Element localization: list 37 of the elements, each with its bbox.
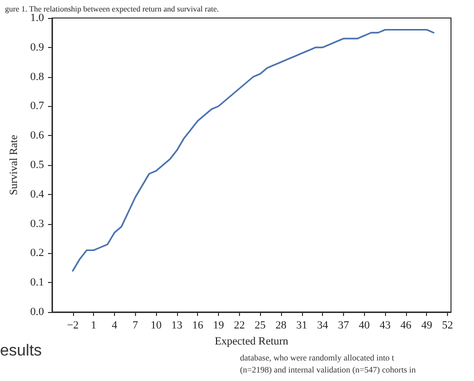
x-tick-label: 49 [421, 320, 433, 332]
x-axis-title: Expected Return [214, 335, 289, 348]
y-tick-label: 1.0 [30, 12, 44, 24]
text: esults [0, 342, 42, 360]
x-tick-label: 31 [296, 320, 308, 332]
x-tick-label: 10 [150, 320, 162, 332]
x-tick-label: 4 [112, 320, 118, 332]
x-tick-label: 46 [400, 320, 412, 332]
x-tick-label: 34 [317, 320, 329, 332]
x-tick-label: 25 [254, 320, 266, 332]
text: database, who were randomly allocated into t [240, 352, 395, 362]
y-axis-title: Survival Rate [8, 134, 20, 196]
y-tick-label: 0.6 [30, 130, 44, 142]
x-tick-label: 16 [192, 320, 204, 332]
text: (n=2198) and internal validation (n=547) cohorts in [240, 364, 417, 374]
line-series [72, 28, 434, 272]
x-tick-label: 52 [442, 320, 454, 332]
y-tick-label: 0.1 [30, 276, 44, 289]
x-tick-label: 13 [171, 320, 183, 332]
x-tick-label: 43 [380, 320, 392, 332]
y-tick-label: 0.3 [30, 218, 44, 230]
y-tick-label: 0.0 [30, 306, 44, 318]
y-tick-label: 0.7 [30, 100, 44, 112]
x-tick-label: 19 [213, 320, 225, 332]
x-tick-label: 28 [275, 320, 287, 332]
y-tick-label: 0.5 [30, 159, 44, 171]
y-tick-label: 0.9 [30, 41, 44, 54]
y-tick-label: 0.4 [30, 188, 44, 200]
y-tick-label: 0.8 [30, 70, 44, 83]
x-tick-label: 40 [358, 320, 370, 332]
x-tick-label: 1 [90, 320, 96, 332]
x-tick-label: 22 [234, 320, 245, 332]
y-tick-label: 0.2 [30, 247, 44, 260]
x-tick-label: 7 [132, 320, 139, 332]
x-tick-label: −2 [66, 320, 79, 332]
chart-title: gure 1. The relationship between expected return and survival rate. [5, 4, 219, 14]
x-tick-label: 37 [338, 320, 350, 332]
